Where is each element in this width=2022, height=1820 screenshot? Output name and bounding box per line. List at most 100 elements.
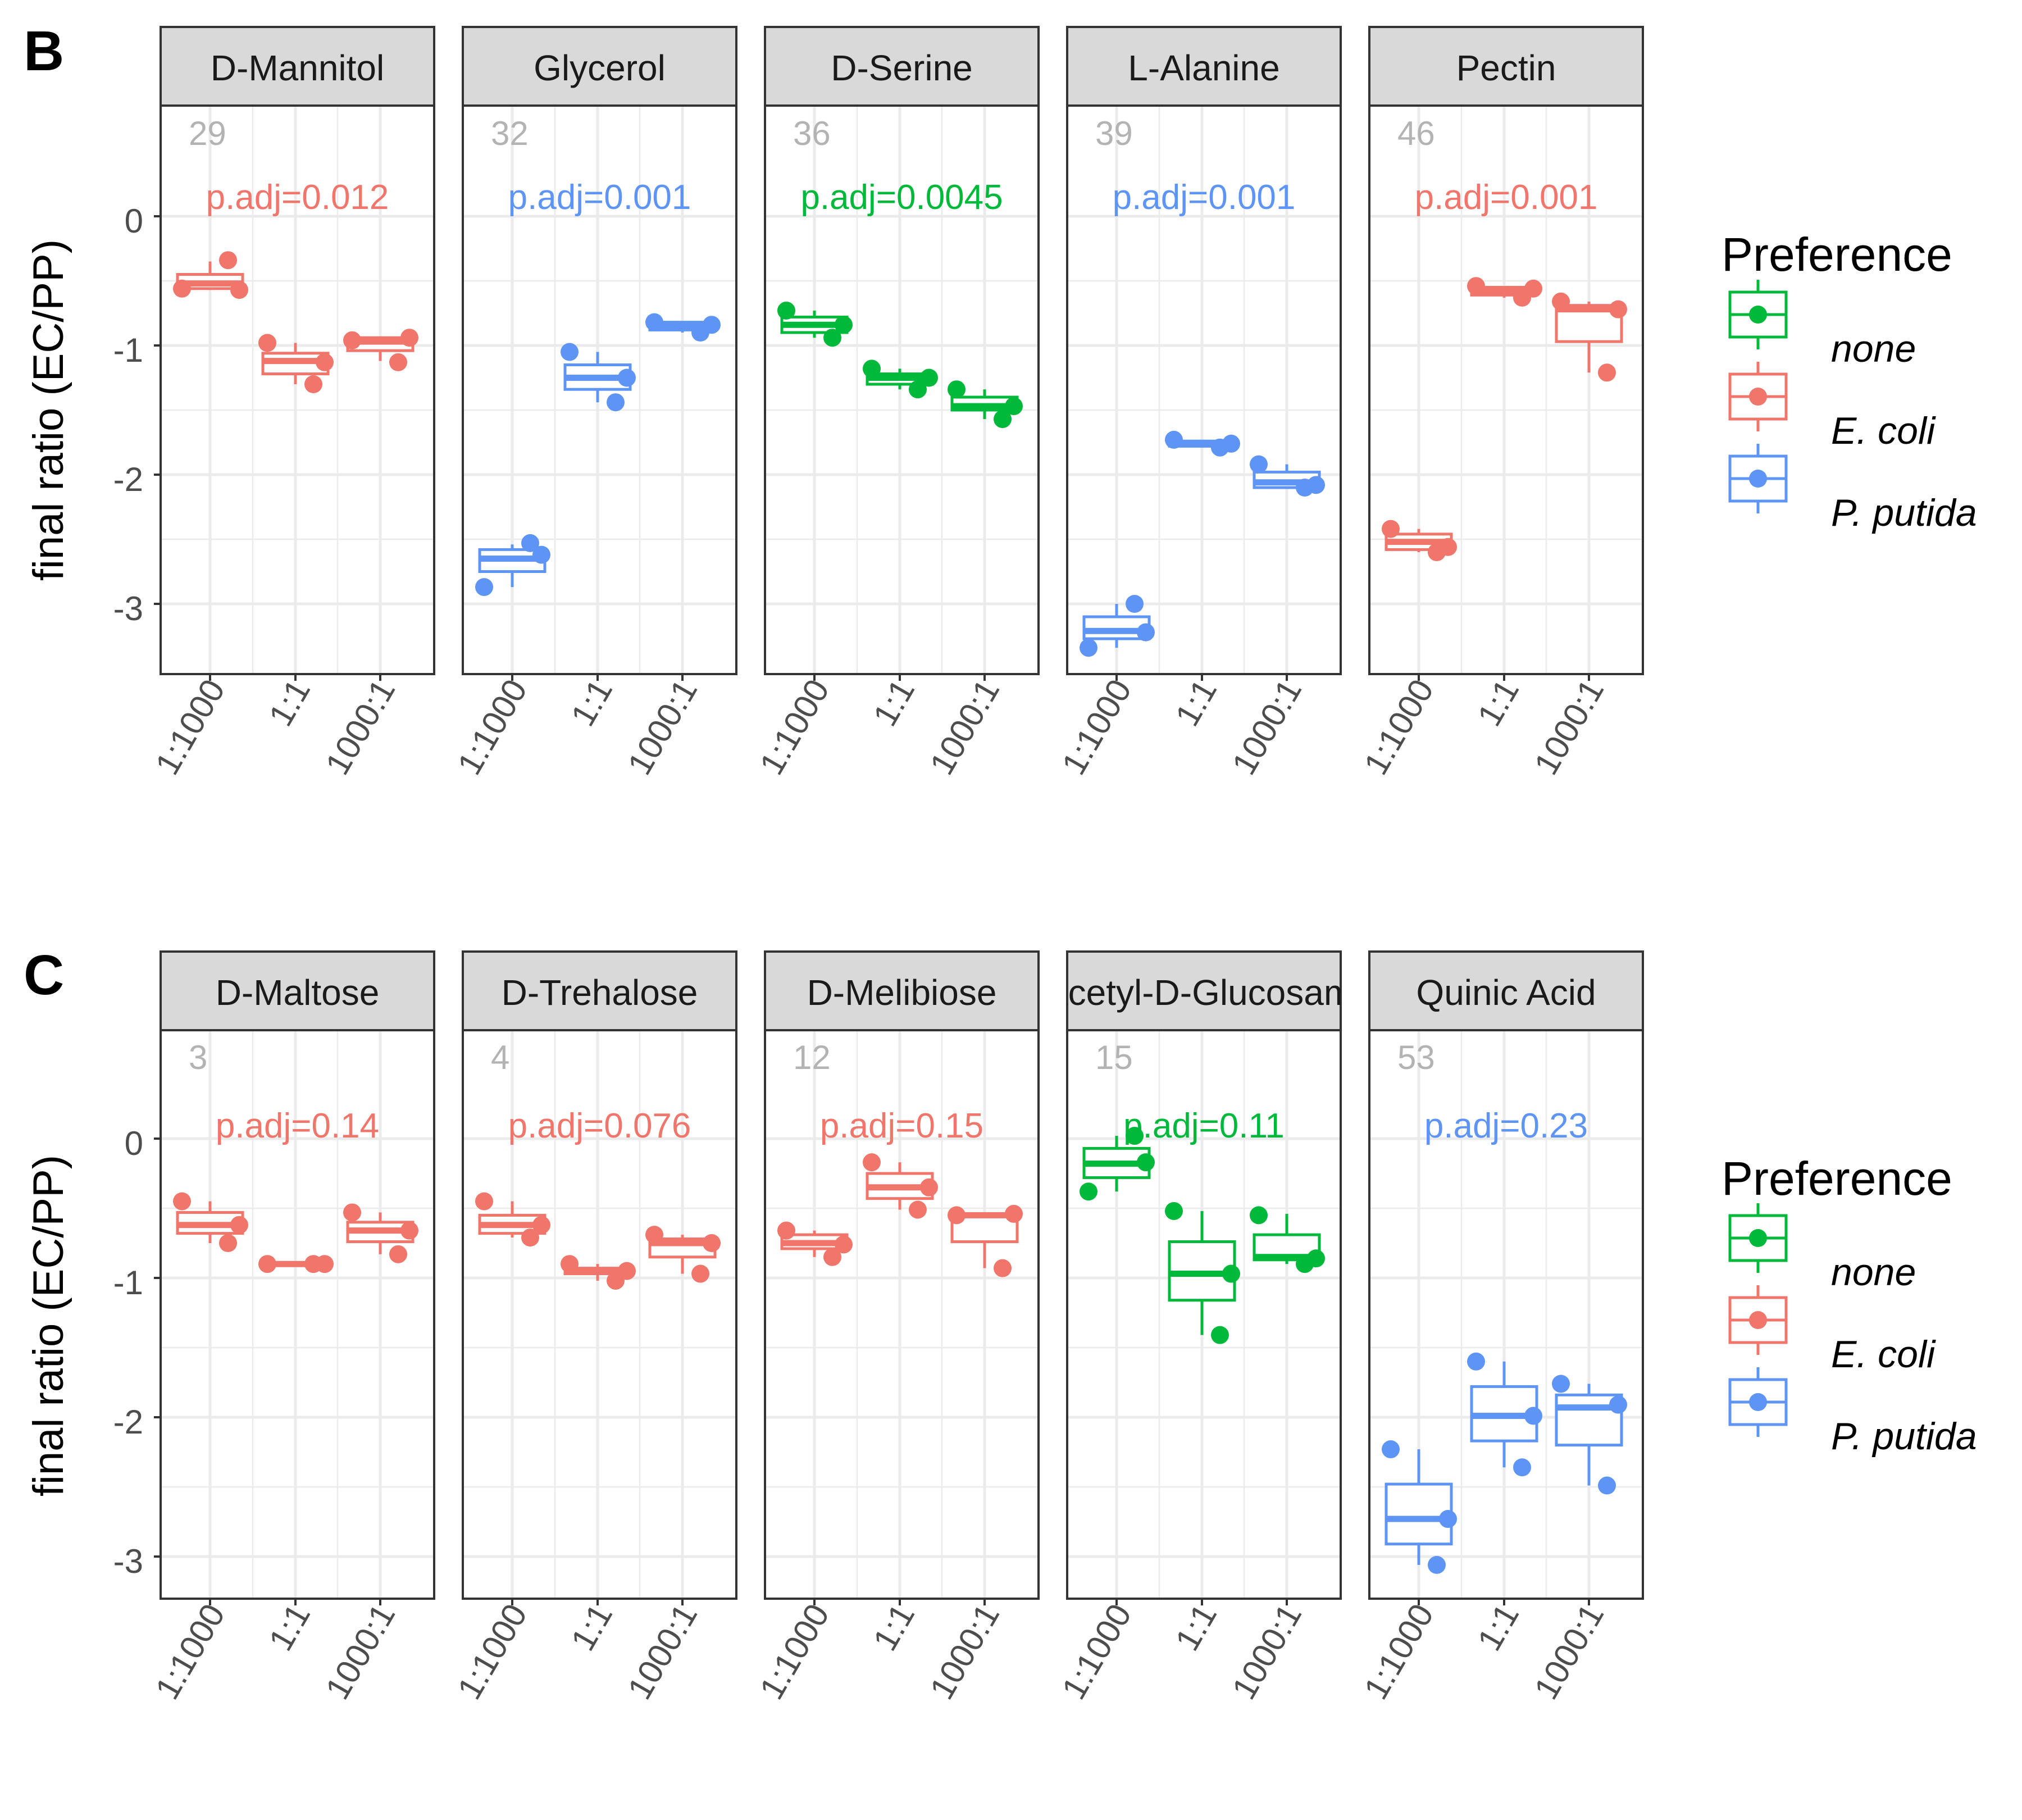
box-1000:1 [343, 1203, 418, 1263]
row-label-C: C [24, 944, 64, 1007]
p-value-label: p.adj=0.15 [820, 1107, 983, 1145]
box-1:1000 [777, 301, 853, 347]
x-tick-label: 1:1000 [1054, 1598, 1138, 1705]
data-point [1137, 623, 1155, 641]
legend-point [1749, 1393, 1767, 1411]
box-1:1000 [777, 1221, 853, 1266]
panel-number: 32 [491, 115, 529, 152]
box-1:1 [561, 343, 636, 412]
row-label-B: B [24, 20, 64, 83]
data-point [948, 380, 966, 399]
data-point [863, 360, 881, 378]
data-point [230, 281, 248, 299]
data-point [1126, 595, 1144, 613]
legend-title: Preference [1722, 228, 1952, 281]
facet-strip [462, 26, 737, 107]
data-point [777, 1221, 795, 1240]
panel-B-3: 36 p.adj=0.0045 D-Serine 1:1000 1:1 1000:1 [752, 26, 1040, 781]
facet-strip [1066, 950, 1342, 1031]
p-value-label: p.adj=0.012 [206, 178, 389, 217]
row-B: B final ratio (EC/PP) 0 -1 -2 -3 29 p.adj… [24, 20, 1644, 781]
data-point [343, 331, 361, 349]
data-point [1609, 300, 1627, 319]
data-point [389, 353, 407, 371]
box-1:1 [1165, 1202, 1240, 1344]
data-point [173, 279, 191, 298]
box-1000:1 [343, 329, 418, 371]
panel-number: 46 [1397, 115, 1435, 152]
facet-strip [462, 950, 737, 1031]
data-point [823, 329, 841, 347]
panel-number: 29 [189, 115, 226, 152]
panel-background [463, 1030, 736, 1599]
data-point [1307, 1249, 1325, 1268]
x-tick-label: 1:1000 [752, 673, 836, 781]
panel-B-2: 32 p.adj=0.001 Glycerol 1:1000 1:1 1000:1 [450, 26, 737, 781]
data-point [258, 334, 276, 352]
box-1000:1 [1552, 1375, 1627, 1495]
legend-label-ecoli: E. coli [1831, 410, 1936, 452]
facet-strip-title: D-Maltose [216, 972, 380, 1013]
legend-label-pputida: P. putida [1831, 492, 1977, 534]
legend-point [1749, 1311, 1767, 1329]
data-point [389, 1245, 407, 1263]
p-value-label: p.adj=0.001 [1415, 178, 1598, 217]
data-point [1513, 1458, 1531, 1477]
data-point [703, 316, 721, 334]
data-point [1165, 430, 1183, 449]
x-tick-label: 1:1 [1470, 673, 1527, 732]
data-point [219, 251, 237, 270]
facet-strip-title: Pectin [1456, 48, 1556, 88]
x-tick-label: 1:1000 [1356, 673, 1441, 781]
box-1000:1 [948, 380, 1023, 429]
p-value-label: p.adj=0.0045 [800, 178, 1003, 217]
facet-strip-title: D-Mannitol [211, 48, 384, 88]
data-point [532, 545, 550, 564]
data-point [1428, 1555, 1446, 1574]
data-point [1211, 1326, 1229, 1344]
legend-point [1749, 470, 1767, 488]
x-tick-label: 1:1000 [1356, 1598, 1441, 1705]
x-tick-label: 1:1 [1470, 1598, 1527, 1657]
data-point [1382, 520, 1400, 538]
data-point [475, 1192, 493, 1211]
x-tick-label: 1000:1 [922, 673, 1007, 781]
y-tick-label: -1 [113, 1264, 143, 1302]
data-point [400, 329, 418, 347]
x-tick-label: 1:1 [866, 673, 922, 732]
x-tick-label: 1:1000 [450, 673, 534, 781]
data-point [475, 578, 493, 597]
facet-strip [1066, 26, 1342, 107]
data-point [532, 1216, 550, 1234]
panel-background [161, 1030, 434, 1599]
facet-strip-title: Quinic Acid [1416, 972, 1596, 1013]
panel-number: 3 [189, 1039, 207, 1076]
facet-strip-title: D-Trehalose [502, 972, 698, 1013]
y-tick-label: -1 [113, 331, 143, 369]
panel-background [161, 106, 434, 674]
x-tick-label: 1:1000 [450, 1598, 534, 1705]
facet-strip [160, 26, 435, 107]
legend-title: Preference [1722, 1152, 1952, 1205]
facet-strip-title: D-Melibiose [807, 972, 997, 1013]
y-tick-label: -2 [113, 1403, 143, 1441]
box-1:1000 [475, 1192, 550, 1247]
panel-B-5: 46 p.adj=0.001 Pectin 1:1000 1:1 1000:1 [1356, 26, 1644, 781]
x-tick-label: 1:1 [262, 1598, 318, 1657]
x-tick-label: 1000:1 [1527, 673, 1611, 781]
panel-C-2: 4 p.adj=0.076 D-Trehalose 1:1000 1:1 1000:1 [450, 950, 737, 1705]
data-point [316, 1255, 334, 1273]
data-point [304, 375, 322, 393]
legend-point [1749, 388, 1767, 406]
data-point [1080, 1182, 1097, 1201]
data-point [1137, 1153, 1155, 1172]
data-point [1467, 1352, 1485, 1371]
data-point [1609, 1395, 1627, 1414]
facet-strip [160, 950, 435, 1031]
data-point [1080, 639, 1097, 657]
x-tick-label: 1000:1 [1224, 673, 1309, 781]
data-point [521, 534, 539, 552]
x-tick-label: 1:1 [1168, 673, 1224, 732]
x-tick-label: 1:1 [564, 673, 620, 732]
